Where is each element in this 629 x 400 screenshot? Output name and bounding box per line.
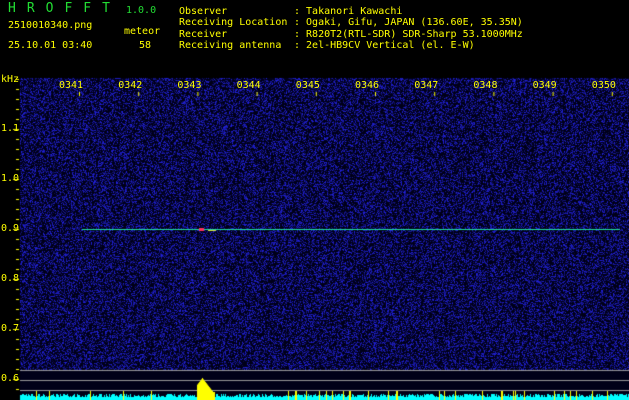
info-value: : R820T2(RTL-SDR) SDR-Sharp 53.1000MHz	[294, 29, 523, 40]
y-tick-label: 0.9	[1, 223, 20, 234]
y-tick-label: 0.6	[1, 373, 20, 384]
x-tick-label: 0343	[177, 80, 202, 91]
y-tick-label: 1.0	[1, 173, 20, 184]
meteor-label: meteor	[124, 26, 161, 37]
x-tick-label: 0341	[59, 80, 84, 91]
meteor-count: 58	[139, 40, 152, 51]
info-value: : Takanori Kawachi	[294, 6, 403, 17]
x-tick-label: 0344	[236, 80, 261, 91]
info-label: Receiving antenna	[179, 40, 282, 51]
x-tick-label: 0350	[591, 80, 616, 91]
x-tick-label: 0347	[414, 80, 439, 91]
y-tick-label: 0.7	[1, 323, 20, 334]
x-tick-label: 0346	[355, 80, 380, 91]
y-tick-label: 1.1	[1, 123, 20, 134]
filename: 2510010340.png	[8, 20, 93, 31]
app-title: HROFFT	[8, 1, 121, 16]
y-tick-label: 0.8	[1, 273, 20, 284]
info-value: : Ogaki, Gifu, JAPAN (136.60E, 35.35N)	[294, 17, 523, 28]
datetime: 25.10.01 03:40	[8, 40, 93, 51]
info-label: Receiving Location	[179, 17, 288, 28]
y-axis-label: kHz	[1, 74, 20, 85]
x-tick-label: 0342	[118, 80, 143, 91]
x-tick-label: 0349	[532, 80, 557, 91]
info-label: Receiver	[179, 29, 228, 40]
x-tick-label: 0345	[295, 80, 320, 91]
x-tick-label: 0348	[473, 80, 498, 91]
info-label: Observer	[179, 6, 228, 17]
info-value: : 2el-HB9CV Vertical (el. E-W)	[294, 40, 475, 51]
app-version: 1.0.0	[126, 5, 157, 16]
